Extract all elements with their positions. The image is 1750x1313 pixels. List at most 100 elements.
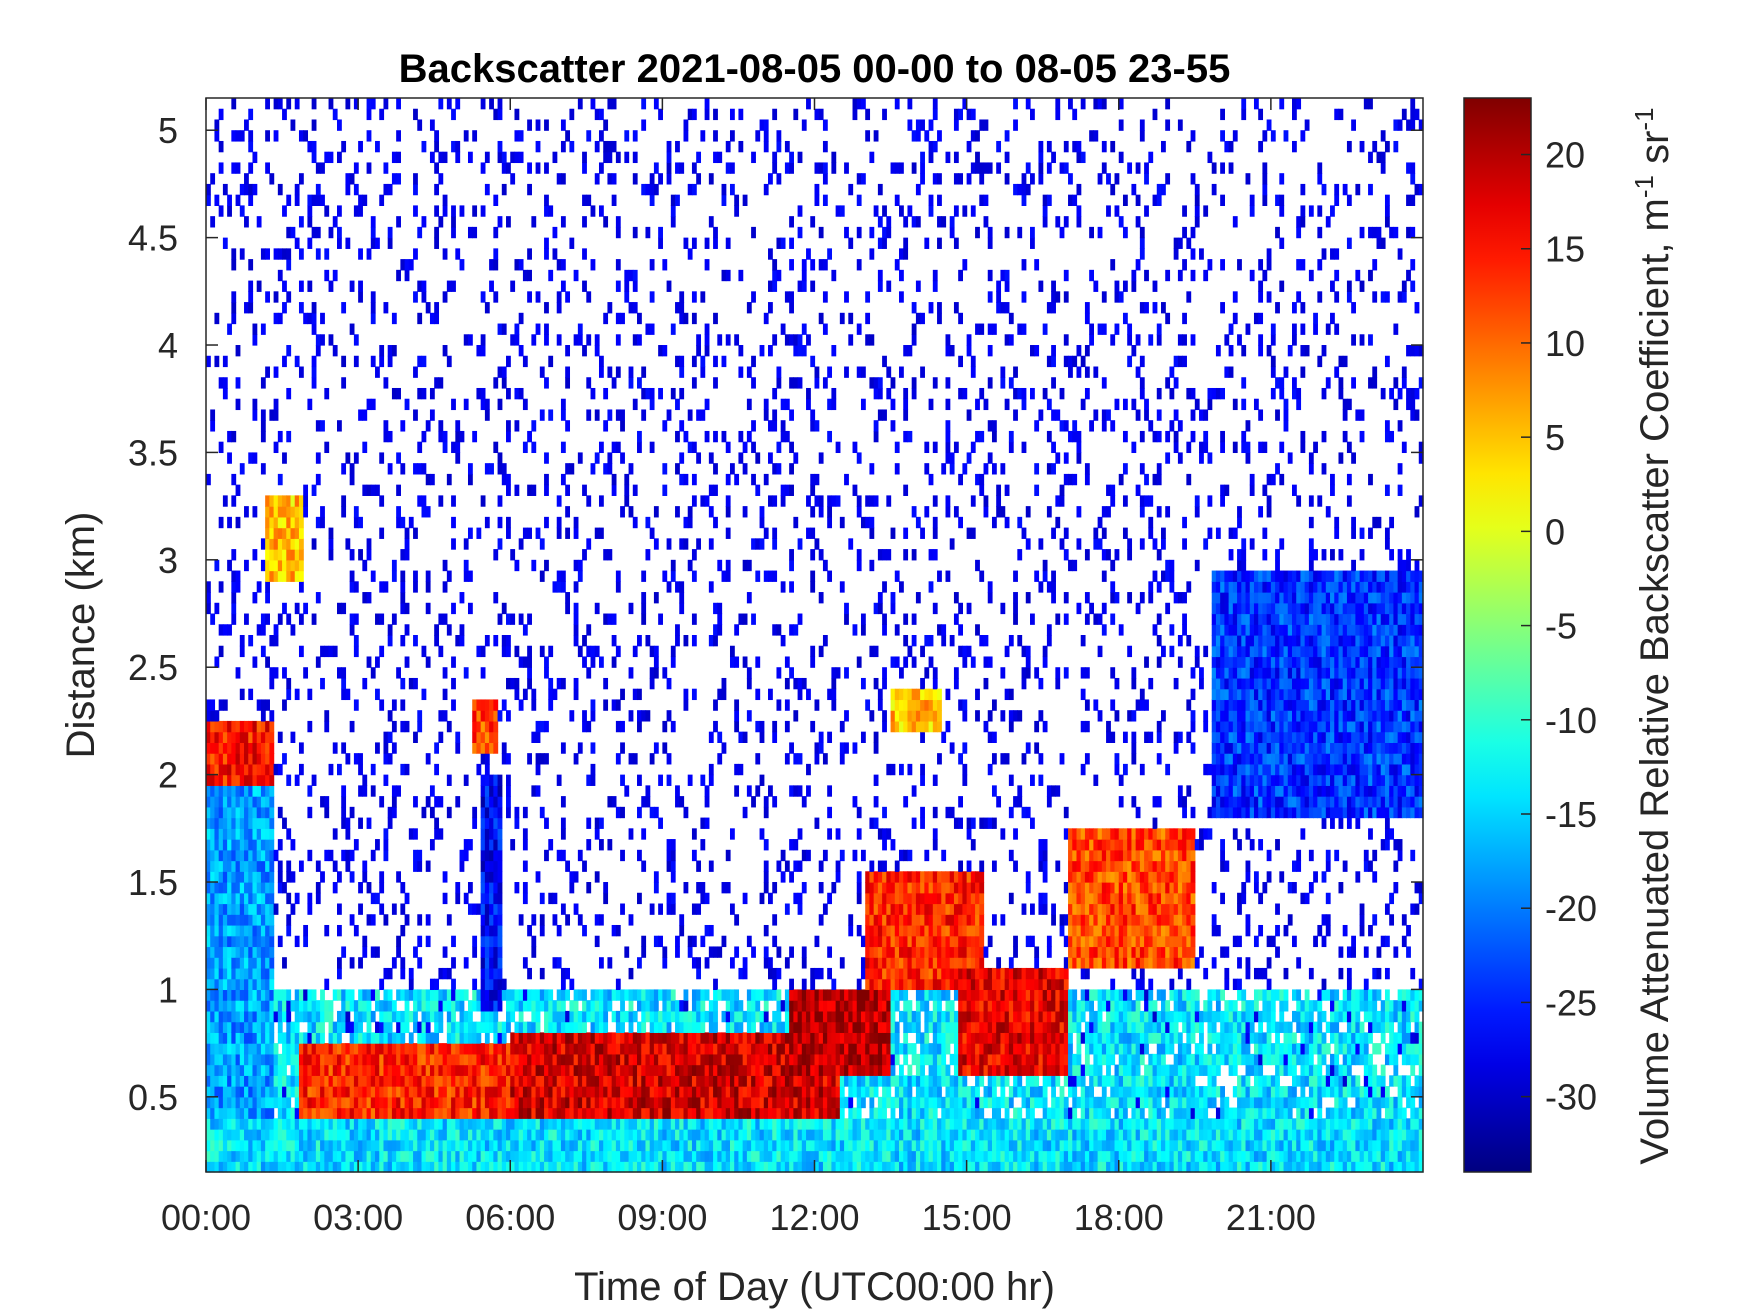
heatmap-cell <box>814 1021 820 1033</box>
heatmap-cell <box>337 1021 342 1033</box>
heatmap-cell <box>269 882 275 894</box>
heatmap-cell <box>290 1150 296 1162</box>
heatmap-cell <box>670 1032 676 1044</box>
heatmap-cell <box>818 452 824 464</box>
heatmap-cell <box>586 1129 592 1141</box>
heatmap-cell <box>746 559 752 572</box>
heatmap-cell <box>315 226 321 239</box>
heatmap-cell <box>611 989 617 1001</box>
heatmap-cell <box>556 1161 562 1173</box>
heatmap-cell <box>269 903 275 915</box>
heatmap-cell <box>497 151 503 164</box>
heatmap-cell <box>514 130 520 142</box>
heatmap-cell <box>810 978 816 991</box>
heatmap-cell <box>400 1075 406 1087</box>
heatmap-cell <box>772 527 778 539</box>
heatmap-cell <box>239 1021 245 1033</box>
heatmap-cell <box>480 1086 486 1098</box>
heatmap-cell <box>214 1032 220 1044</box>
heatmap-cell <box>315 656 321 668</box>
heatmap-cell <box>235 1086 241 1098</box>
heatmap-cell <box>814 1096 820 1109</box>
heatmap-cell <box>717 624 723 636</box>
heatmap-cell <box>480 1053 486 1066</box>
heatmap-cell <box>598 1000 604 1012</box>
heatmap-cell <box>721 1129 727 1141</box>
heatmap-cell <box>611 1150 617 1162</box>
heatmap-cell <box>603 1107 609 1119</box>
heatmap-cell <box>793 624 799 636</box>
heatmap-cell <box>244 216 249 228</box>
heatmap-cell <box>556 334 562 346</box>
heatmap-cell <box>277 1032 283 1044</box>
heatmap-cell <box>759 720 765 733</box>
heatmap-cell <box>784 1086 790 1098</box>
heatmap-cell <box>421 1032 427 1044</box>
heatmap-cell <box>708 1118 714 1130</box>
heatmap-cell <box>434 162 440 174</box>
heatmap-cell <box>514 1032 520 1044</box>
heatmap-cell <box>569 463 575 475</box>
heatmap-cell <box>624 785 630 797</box>
heatmap-cell <box>594 409 600 421</box>
heatmap-cell <box>755 1118 761 1130</box>
heatmap-cell <box>535 1129 541 1141</box>
heatmap-cell <box>641 1021 647 1033</box>
heatmap-cell <box>527 248 532 260</box>
heatmap-cell <box>721 430 727 443</box>
heatmap-cell <box>522 1086 528 1098</box>
heatmap-cell <box>751 613 756 625</box>
heatmap-cell <box>396 935 401 948</box>
heatmap-cell <box>691 549 697 561</box>
heatmap-cell <box>375 1107 380 1119</box>
heatmap-cell <box>531 216 537 228</box>
heatmap-cell <box>577 1107 583 1119</box>
heatmap-cell <box>734 1000 740 1012</box>
heatmap-cell <box>480 796 486 808</box>
heatmap-cell <box>696 1139 702 1152</box>
heatmap-cell <box>442 688 448 701</box>
heatmap-cell <box>818 108 824 121</box>
heatmap-cell <box>442 248 448 260</box>
heatmap-cell <box>244 828 249 840</box>
heatmap-cell <box>772 989 778 1001</box>
heatmap-cell <box>691 291 697 303</box>
heatmap-cell <box>713 1043 718 1055</box>
heatmap-cell <box>725 1053 731 1066</box>
heatmap-cell <box>662 1161 668 1173</box>
heatmap-cell <box>624 130 630 142</box>
heatmap-cell <box>615 1053 621 1066</box>
heatmap-cell <box>598 1150 604 1162</box>
heatmap-cell <box>641 1150 647 1162</box>
heatmap-cell <box>320 677 325 690</box>
heatmap-cell <box>391 613 397 625</box>
heatmap-cell <box>451 957 456 969</box>
heatmap-cell <box>539 366 545 378</box>
heatmap-cell <box>742 806 748 819</box>
heatmap-cell <box>708 1161 714 1173</box>
heatmap-cell <box>252 796 258 808</box>
heatmap-cell <box>320 1139 325 1152</box>
heatmap-cell <box>463 892 469 905</box>
heatmap-cell <box>531 420 537 432</box>
heatmap-cell <box>480 785 486 797</box>
heatmap-cell <box>573 1000 579 1012</box>
heatmap-cell <box>535 1086 541 1098</box>
heatmap-cell <box>328 1053 334 1066</box>
heatmap-cell <box>780 1032 786 1044</box>
heatmap-cell <box>641 366 647 378</box>
heatmap-cell <box>506 1010 511 1023</box>
heatmap-cell <box>649 1096 655 1109</box>
heatmap-cell <box>797 753 803 765</box>
heatmap-cell <box>484 1118 490 1130</box>
heatmap-cell <box>789 1096 794 1109</box>
heatmap-cell <box>729 656 735 668</box>
heatmap-cell <box>653 667 659 679</box>
heatmap-cell <box>286 1075 292 1087</box>
heatmap-cell <box>425 1075 431 1087</box>
heatmap-cell <box>827 516 833 529</box>
heatmap-cell <box>768 1118 773 1130</box>
heatmap-cell <box>603 882 609 894</box>
heatmap-cell <box>328 538 334 550</box>
heatmap-cell <box>442 989 448 1001</box>
